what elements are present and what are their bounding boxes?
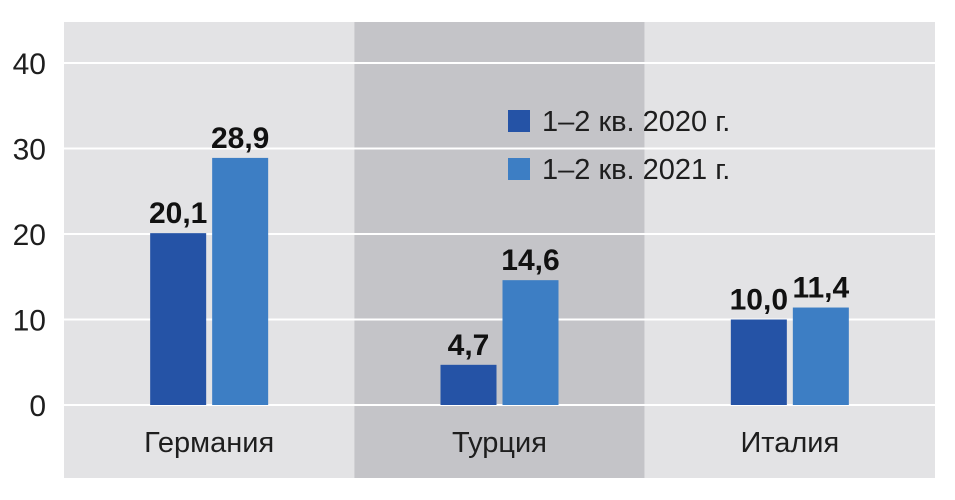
- category-panel: [644, 22, 935, 478]
- category-panels: [64, 22, 935, 478]
- y-axis-tick-labels: 0 10 20 30 40: [13, 48, 46, 423]
- x-category-label: Германия: [144, 427, 274, 459]
- data-labels: 20,1 28,9 4,7 14,6 10,0 11,4: [149, 122, 850, 362]
- x-category-label: Италия: [740, 427, 839, 459]
- y-tick-label: 0: [29, 390, 46, 423]
- category-panel: [64, 22, 355, 478]
- legend-swatch: [508, 158, 530, 180]
- legend-label: 1–2 кв. 2021 г.: [542, 154, 730, 186]
- bars: [150, 157, 849, 405]
- legend-label: 1–2 кв. 2020 г.: [542, 106, 730, 138]
- data-label: 4,7: [448, 329, 490, 362]
- category-panel: [354, 22, 645, 478]
- y-tick-label: 40: [13, 48, 46, 81]
- gridlines: [64, 62, 935, 406]
- legend-swatch: [508, 110, 530, 132]
- data-label: 20,1: [149, 197, 207, 230]
- x-category-label: Турция: [452, 427, 547, 459]
- bar: [212, 157, 269, 405]
- data-label: 28,9: [211, 122, 269, 155]
- bar: [150, 233, 207, 405]
- bar: [730, 319, 787, 405]
- bar: [440, 364, 497, 405]
- data-label: 10,0: [730, 284, 788, 317]
- bar: [792, 307, 849, 405]
- y-tick-label: 10: [13, 305, 46, 338]
- y-tick-label: 20: [13, 219, 46, 252]
- bar: [502, 280, 559, 405]
- data-label: 14,6: [501, 244, 559, 277]
- y-tick-label: 30: [13, 134, 46, 167]
- x-axis-category-labels: Германия Турция Италия: [144, 427, 839, 459]
- legend: 1–2 кв. 2020 г. 1–2 кв. 2021 г.: [508, 106, 730, 186]
- data-label: 11,4: [792, 272, 849, 305]
